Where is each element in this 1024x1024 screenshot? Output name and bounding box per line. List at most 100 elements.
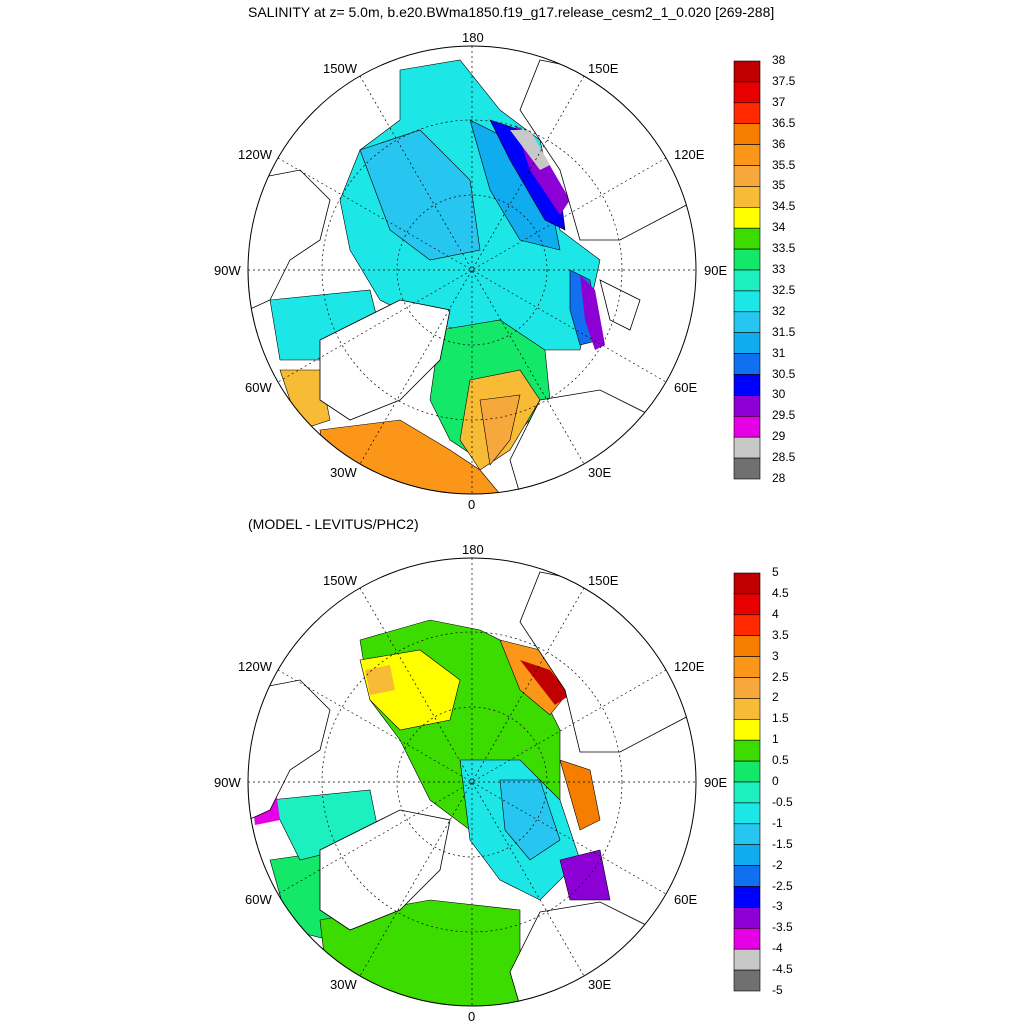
top-colorbar-swatch	[733, 186, 761, 208]
bottom-colorbar-swatch	[733, 907, 761, 929]
top-colorbar-label: 35	[772, 178, 786, 193]
bottom-colorbar-label: 2.5	[772, 669, 789, 684]
bottom-colorbar-label: -1	[772, 815, 783, 830]
bottom-region-kara-red	[559, 759, 601, 831]
top-colorbar-label: 36	[772, 136, 786, 151]
bottom-colorbar-label: 1	[772, 732, 779, 747]
bottom-colorbar-swatch	[733, 969, 761, 992]
bottom-colorbar-swatch	[733, 886, 761, 908]
bottom-colorbar-label: -0.5	[772, 794, 793, 809]
bottom-colorbar-swatch	[733, 739, 761, 762]
bottom-colorbar-swatch	[733, 760, 761, 783]
top-colorbar-label: 36.5	[772, 115, 796, 130]
bottom-colorbar-label: -3.5	[772, 920, 793, 935]
bottom-region-east-siberian-red	[520, 660, 570, 705]
top-colorbar-swatch	[733, 353, 761, 375]
bottom-label-180: 180	[462, 542, 484, 557]
top-colorbar-swatch	[733, 415, 761, 438]
bottom-colorbar-label: 5	[772, 565, 779, 579]
bottom-colorbar-label: -2	[772, 857, 783, 872]
top-colorbar-label: 28	[772, 471, 786, 485]
top-region-beaufort	[359, 129, 481, 261]
top-colorbar-label: 29.5	[772, 408, 796, 423]
top-colorbar-swatch	[733, 269, 761, 292]
top-colorbar-label: 32	[772, 303, 786, 318]
bottom-colorbar-swatch	[733, 593, 761, 616]
top-colorbar-label: 33.5	[772, 241, 796, 256]
bottom-colorbar-label: -1.5	[772, 836, 793, 851]
top-region-norwegian-orange	[479, 394, 521, 466]
top-region-kara-purple	[580, 275, 605, 350]
top-colorbar-swatch	[733, 311, 761, 333]
bottom-colorbar-label: -4.5	[772, 962, 793, 977]
top-region-east-siberian-grey	[510, 130, 550, 170]
top-colorbar-label: 29	[772, 429, 786, 444]
bottom-colorbar	[733, 572, 761, 992]
top-colorbar-swatch	[733, 165, 761, 187]
bottom-label-150w: 150W	[323, 573, 357, 588]
bottom-label-0: 0	[468, 1009, 476, 1024]
top-colorbar-label: 32.5	[772, 282, 796, 297]
top-colorbar-swatch	[733, 332, 761, 354]
bottom-label-150e: 150E	[588, 573, 619, 588]
bottom-colorbar-label: 3	[772, 648, 779, 663]
top-label-30w: 30W	[330, 465, 357, 480]
bottom-label-90e: 90E	[704, 775, 728, 790]
top-label-120e: 120E	[674, 147, 705, 162]
top-colorbar-swatch	[733, 102, 761, 125]
bottom-difference-map	[248, 558, 696, 1006]
bottom-label-120w: 120W	[238, 659, 272, 674]
top-colorbar-label: 34.5	[772, 199, 796, 214]
bottom-colorbar-swatch	[733, 677, 761, 699]
bottom-region-eurasian-blue	[499, 779, 561, 861]
bottom-region-beaufort-orange	[365, 665, 395, 695]
top-label-180: 180	[462, 30, 484, 45]
bottom-label-60e: 60E	[674, 892, 698, 907]
bottom-label-120e: 120E	[674, 659, 705, 674]
top-colorbar-swatch	[733, 395, 761, 417]
top-colorbar-swatch	[733, 227, 761, 250]
top-label-90w: 90W	[214, 263, 241, 278]
bottom-colorbar-swatch	[733, 572, 761, 595]
top-label-60w: 60W	[245, 380, 272, 395]
top-colorbar-swatch	[733, 60, 761, 83]
bottom-colorbar-swatch	[733, 614, 761, 636]
bottom-colorbar-label: -5	[772, 983, 783, 997]
top-colorbar-label: 31	[772, 345, 786, 360]
bottom-colorbar-swatch	[733, 927, 761, 950]
top-colorbar-swatch	[733, 248, 761, 271]
top-label-30e: 30E	[588, 465, 612, 480]
bottom-colorbar-label: 1.5	[772, 711, 789, 726]
top-map-title: SALINITY at z= 5.0m, b.e20.BWma1850.f19_…	[248, 4, 775, 20]
top-land-novaya	[599, 279, 641, 331]
bottom-colorbar-label: 4.5	[772, 585, 789, 600]
bottom-land-greenland	[319, 809, 451, 931]
bottom-label-30e: 30E	[588, 977, 612, 992]
bottom-colorbar-swatch	[733, 656, 761, 678]
bottom-colorbar-label: 0.5	[772, 753, 789, 768]
top-colorbar-label: 34	[772, 220, 786, 235]
top-colorbar-label: 30	[772, 387, 786, 402]
top-label-0: 0	[468, 497, 476, 512]
bottom-colorbar-swatch	[733, 698, 761, 720]
bottom-colorbar-swatch	[733, 802, 761, 825]
top-colorbar-label: 37.5	[772, 73, 796, 88]
bottom-colorbar-swatch	[733, 948, 761, 971]
bottom-colorbar-swatch	[733, 823, 761, 845]
top-colorbar	[733, 60, 761, 480]
top-colorbar-swatch	[733, 436, 761, 459]
bottom-label-60w: 60W	[245, 892, 272, 907]
bottom-colorbar-swatch	[733, 635, 761, 657]
top-colorbar-swatch	[733, 290, 761, 313]
top-colorbar-swatch	[733, 374, 761, 396]
bottom-land-canada	[248, 679, 331, 821]
top-land-greenland	[319, 299, 451, 421]
bottom-colorbar-label: 4	[772, 606, 779, 621]
bottom-region-barents-purple	[559, 849, 611, 901]
top-colorbar-label: 31.5	[772, 324, 796, 339]
top-colorbar-label: 37	[772, 94, 786, 109]
bottom-colorbar-label: -3	[772, 899, 783, 914]
top-label-60e: 60E	[674, 380, 698, 395]
top-colorbar-label: 30.5	[772, 366, 796, 381]
